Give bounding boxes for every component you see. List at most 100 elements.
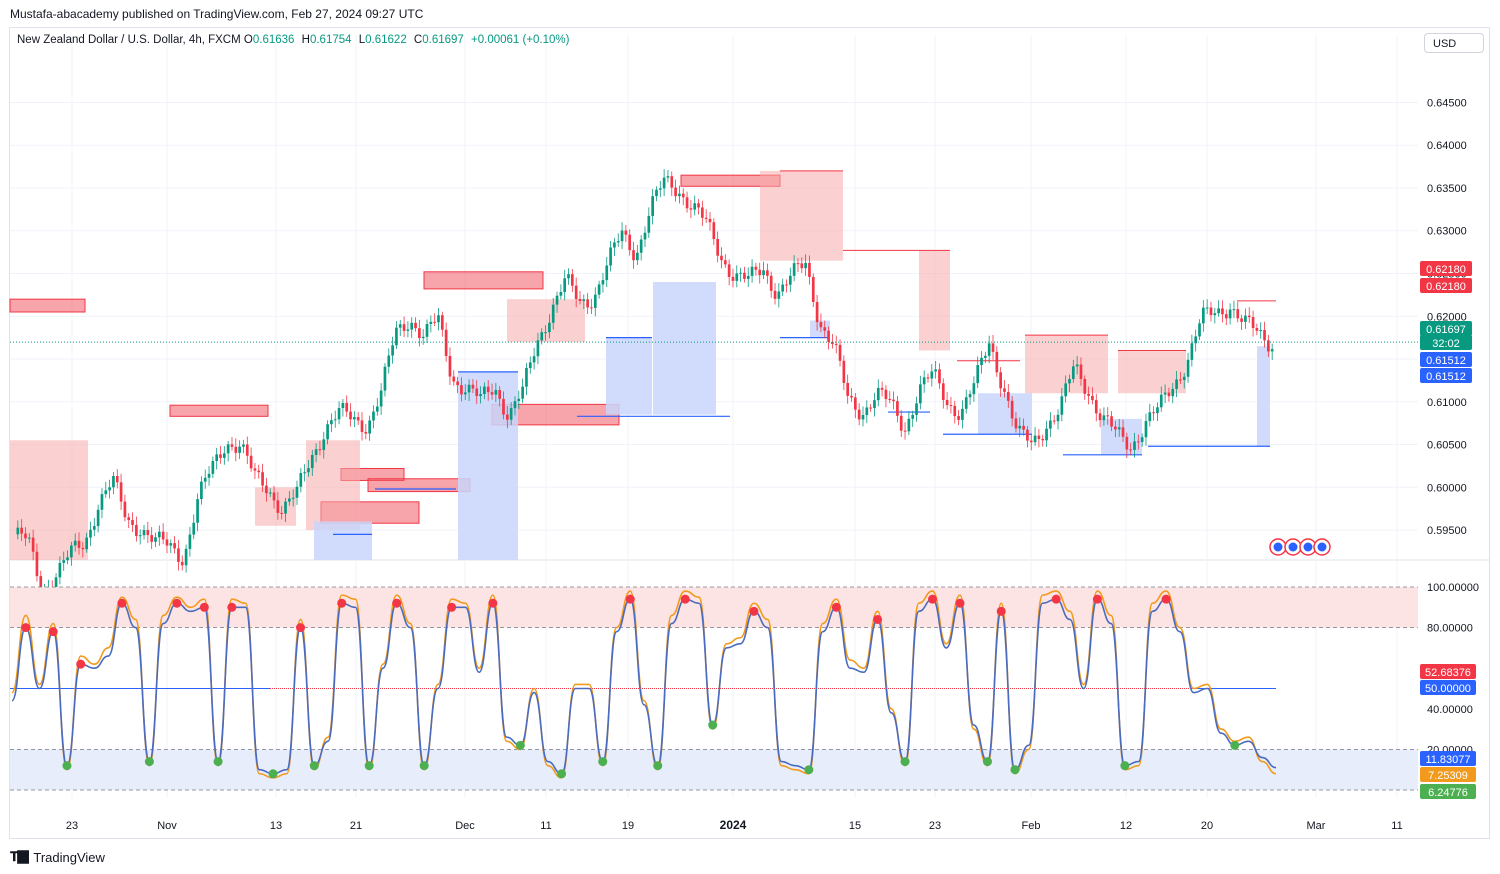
candle-body bbox=[651, 196, 654, 216]
peak-marker bbox=[1092, 594, 1102, 604]
candle-body bbox=[892, 399, 895, 402]
candle-body bbox=[498, 390, 502, 399]
currency-button[interactable]: USD bbox=[1424, 33, 1484, 53]
candle-body bbox=[865, 407, 869, 415]
candle-body bbox=[907, 418, 911, 432]
x-tick-label: 11 bbox=[540, 820, 551, 832]
candle-body bbox=[777, 291, 781, 299]
peak-marker bbox=[199, 602, 209, 612]
candle-body bbox=[1037, 435, 1041, 440]
tradingview-logo[interactable]: 𝐓▉ TradingView bbox=[10, 849, 105, 865]
candle-body bbox=[1224, 314, 1228, 319]
candle-body bbox=[525, 368, 528, 387]
candle-body bbox=[276, 500, 280, 513]
close-label: C bbox=[413, 34, 423, 46]
x-tick-label: Dec bbox=[455, 820, 475, 832]
event-flag-icon bbox=[1317, 542, 1327, 552]
peak-marker bbox=[873, 614, 883, 624]
candle-body bbox=[100, 494, 104, 510]
price-axis-label bbox=[1420, 335, 1472, 350]
stoch-y-tick-label: 80.00000 bbox=[1427, 623, 1473, 635]
candle-body bbox=[834, 343, 838, 345]
candle-body bbox=[318, 449, 322, 451]
candle-body bbox=[1136, 441, 1140, 443]
candle-body bbox=[781, 284, 785, 292]
candle-body bbox=[1018, 425, 1022, 429]
candle-body bbox=[471, 384, 475, 389]
candle-body bbox=[513, 401, 517, 409]
demand-shade bbox=[1101, 418, 1142, 455]
candle-body bbox=[349, 411, 352, 420]
candle-body bbox=[219, 454, 222, 458]
candle-body bbox=[1179, 379, 1182, 381]
supply-zone[interactable] bbox=[367, 478, 471, 493]
high-label: H bbox=[301, 34, 310, 46]
stoch-axis-label bbox=[1420, 767, 1476, 782]
candle-body bbox=[1213, 313, 1217, 316]
x-tick-label: 21 bbox=[350, 820, 362, 832]
symbol-title[interactable]: New Zealand Dollar / U.S. Dollar, 4h, FX… bbox=[17, 34, 241, 46]
candle-body bbox=[827, 330, 830, 342]
candle-body bbox=[1133, 441, 1136, 450]
candle-body bbox=[1221, 308, 1224, 315]
supply-shade bbox=[760, 170, 843, 261]
candle-body bbox=[1198, 323, 1201, 337]
candle-body bbox=[999, 372, 1002, 389]
candle-body bbox=[571, 274, 574, 286]
candle-body bbox=[876, 387, 880, 401]
supply-zone[interactable] bbox=[9, 298, 86, 313]
candle-body bbox=[792, 263, 796, 276]
trough-marker bbox=[213, 757, 223, 767]
trough-marker bbox=[268, 769, 278, 779]
high-value: 0.61754 bbox=[309, 34, 352, 46]
candle-body bbox=[743, 272, 746, 279]
candle-body bbox=[16, 527, 20, 535]
candle-body bbox=[712, 222, 716, 240]
peak-marker bbox=[296, 623, 306, 633]
candle-body bbox=[104, 490, 108, 495]
candle-body bbox=[1125, 436, 1129, 450]
candle-body bbox=[157, 531, 161, 538]
candle-body bbox=[379, 390, 383, 407]
candle-body bbox=[586, 299, 589, 308]
candle-body bbox=[230, 444, 234, 447]
candle-body bbox=[850, 395, 853, 398]
x-tick-label: 12 bbox=[1120, 820, 1132, 832]
candle-body bbox=[1060, 396, 1064, 415]
trough-marker bbox=[515, 740, 525, 750]
candle-body bbox=[1006, 391, 1010, 401]
demand-shade bbox=[1257, 346, 1270, 447]
candle-body bbox=[704, 217, 708, 219]
candle-body bbox=[307, 468, 310, 473]
supply-zone[interactable] bbox=[169, 404, 269, 417]
supply-shade bbox=[1118, 350, 1186, 394]
candle-body bbox=[1026, 429, 1029, 441]
candle-body bbox=[750, 266, 754, 276]
candle-body bbox=[1259, 330, 1263, 332]
candle-body bbox=[1098, 413, 1102, 421]
candle-body bbox=[769, 275, 773, 291]
stoch-y-tick-label: 40.00000 bbox=[1427, 704, 1473, 716]
overbought-band bbox=[10, 587, 1418, 628]
candle-body bbox=[987, 343, 991, 356]
candle-body bbox=[976, 365, 980, 384]
candle-body bbox=[180, 561, 184, 566]
candle-body bbox=[1045, 428, 1048, 441]
trough-marker bbox=[364, 761, 374, 771]
candle-body bbox=[708, 218, 712, 223]
candle-body bbox=[253, 468, 257, 471]
price-axis-label bbox=[1420, 261, 1472, 276]
candle-body bbox=[670, 176, 674, 188]
supply-zone[interactable] bbox=[423, 271, 544, 290]
candle-body bbox=[1263, 330, 1266, 341]
candle-body bbox=[735, 273, 739, 281]
demand-shade bbox=[606, 337, 652, 415]
candle-body bbox=[333, 419, 337, 421]
candle-body bbox=[1041, 439, 1045, 441]
candle-body bbox=[1267, 340, 1270, 352]
candle-body bbox=[941, 383, 945, 401]
peak-marker bbox=[1161, 594, 1171, 604]
candle-body bbox=[903, 430, 907, 432]
candle-body bbox=[242, 444, 245, 447]
